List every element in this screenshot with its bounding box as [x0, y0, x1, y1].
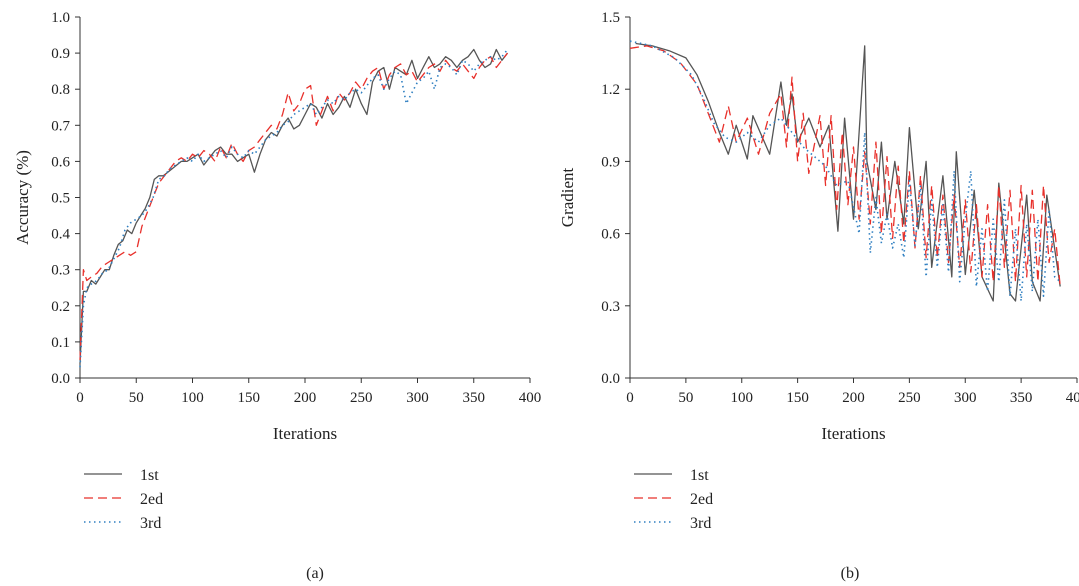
y-tick-label: 0.0 — [601, 371, 620, 387]
y-tick-label: 0.6 — [51, 154, 70, 170]
y-tick-label: 0.7 — [51, 118, 70, 134]
y-tick-label: 1.0 — [51, 10, 70, 26]
x-axis-label: Iterations — [821, 424, 885, 443]
x-axis-label: Iterations — [273, 424, 337, 443]
series-line-1st — [79, 48, 509, 364]
x-tick-label: 0 — [76, 390, 84, 406]
legend-label: 3rd — [690, 515, 711, 532]
y-tick-label: 0.9 — [601, 154, 620, 170]
series-line-1st — [635, 42, 1061, 302]
series-line-3rd — [629, 40, 1061, 302]
series-line-2ed — [629, 45, 1061, 287]
x-tick-label: 100 — [731, 390, 754, 406]
x-tick-label: 150 — [786, 390, 809, 406]
panel-caption: (b) — [841, 565, 860, 582]
x-tick-label: 50 — [678, 390, 693, 406]
y-tick-label: 0.3 — [601, 299, 620, 315]
series-line-3rd — [79, 49, 509, 368]
y-tick-label: 0.1 — [51, 335, 70, 351]
legend-label: 1st — [690, 467, 709, 484]
x-tick-label: 200 — [294, 390, 317, 406]
x-tick-label: 100 — [181, 390, 204, 406]
x-tick-label: 250 — [898, 390, 921, 406]
y-tick-label: 0.3 — [51, 263, 70, 279]
x-tick-label: 50 — [129, 390, 144, 406]
panel-caption: (a) — [306, 565, 324, 582]
legend-label: 1st — [140, 467, 159, 484]
y-tick-label: 0.2 — [51, 299, 70, 315]
x-tick-label: 300 — [406, 390, 429, 406]
x-tick-label: 250 — [350, 390, 373, 406]
legend-label: 3rd — [140, 515, 161, 532]
x-tick-label: 0 — [626, 390, 634, 406]
y-tick-label: 0.5 — [51, 191, 70, 207]
y-tick-label: 0.4 — [51, 227, 70, 243]
y-tick-label: 1.2 — [601, 82, 620, 98]
y-axis-label: Gradient — [558, 167, 577, 227]
chart-panel-b: 0 50 100 150 200 250 300 350 400 0.0 0.3 0.6 0.9 1.2 1… — [558, 10, 1079, 582]
x-tick-label: 350 — [1010, 390, 1033, 406]
x-tick-label: 300 — [954, 390, 977, 406]
x-tick-label: 350 — [463, 390, 486, 406]
x-tick-label: 400 — [1066, 390, 1079, 406]
series-line-2ed — [79, 52, 509, 360]
legend-label: 2ed — [690, 491, 713, 508]
y-tick-label: 0.6 — [601, 227, 620, 243]
x-tick-label: 400 — [519, 390, 542, 406]
y-tick-label: 0.9 — [51, 46, 70, 62]
y-tick-label: 1.5 — [601, 10, 620, 26]
y-tick-label: 0.0 — [51, 371, 70, 387]
x-tick-label: 200 — [842, 390, 865, 406]
y-axis-label: Accuracy (%) — [13, 150, 32, 245]
y-tick-label: 0.8 — [51, 82, 70, 98]
chart-panel-a: 0 50 100 150 200 250 300 350 400 0.0 0.1 0.2 0.3 0.4 0… — [13, 10, 541, 582]
legend-label: 2ed — [140, 491, 163, 508]
x-tick-label: 150 — [238, 390, 261, 406]
